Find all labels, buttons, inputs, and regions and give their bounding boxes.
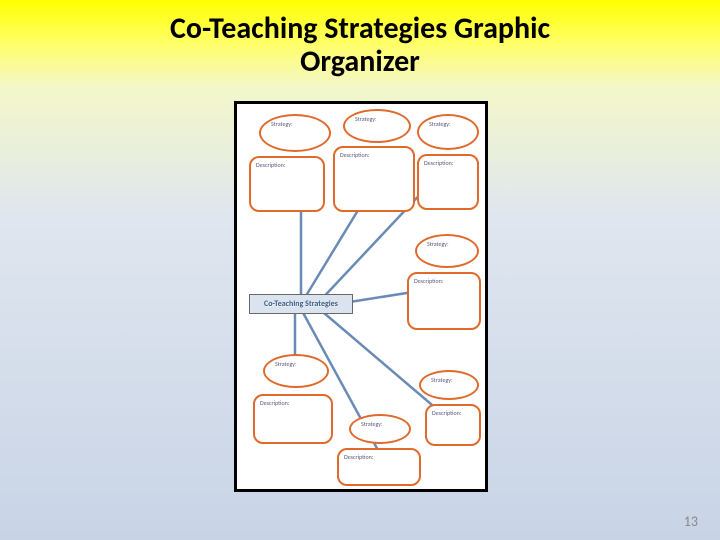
- center-node-label: Co-Teaching Strategies: [264, 299, 338, 309]
- description-box: Description:: [407, 272, 481, 330]
- description-box: Description:: [249, 156, 325, 212]
- description-box: Description:: [417, 154, 479, 210]
- description-box: Description:: [253, 394, 333, 444]
- shape-label: Strategy:: [271, 120, 293, 128]
- description-box: Description:: [333, 146, 415, 212]
- shape-label: Description:: [424, 159, 453, 167]
- strategy-ellipse: Strategy:: [259, 114, 331, 152]
- diagram-frame: Strategy: Strategy: Strategy: Description: D…: [234, 101, 488, 492]
- shape-label: Strategy:: [429, 120, 451, 128]
- title-line-2: Organizer: [0, 45, 720, 78]
- shape-label: Description:: [256, 161, 285, 169]
- center-node: Co-Teaching Strategies: [249, 294, 353, 314]
- shape-label: Description:: [344, 453, 373, 461]
- shape-label: Strategy:: [275, 360, 297, 368]
- slide: Co-Teaching Strategies Graphic Organizer…: [0, 0, 720, 540]
- shape-label: Strategy:: [427, 240, 449, 248]
- strategy-ellipse: Strategy:: [419, 370, 479, 400]
- strategy-ellipse: Strategy:: [263, 354, 329, 388]
- shape-label: Description:: [260, 399, 289, 407]
- slide-title: Co-Teaching Strategies Graphic Organizer: [0, 12, 720, 78]
- description-box: Description:: [425, 404, 481, 446]
- description-box: Description:: [337, 448, 421, 486]
- shape-label: Description:: [414, 277, 443, 285]
- shape-label: Strategy:: [431, 376, 453, 384]
- shape-label: Strategy:: [355, 115, 377, 123]
- shape-label: Description:: [340, 151, 369, 159]
- strategy-ellipse: Strategy:: [349, 414, 411, 444]
- shape-label: Description:: [432, 409, 461, 417]
- page-number: 13: [684, 513, 698, 530]
- shape-label: Strategy:: [361, 420, 383, 428]
- strategy-ellipse: Strategy:: [417, 114, 479, 150]
- strategy-ellipse: Strategy:: [415, 234, 479, 268]
- strategy-ellipse: Strategy:: [343, 109, 411, 143]
- title-line-1: Co-Teaching Strategies Graphic: [0, 12, 720, 45]
